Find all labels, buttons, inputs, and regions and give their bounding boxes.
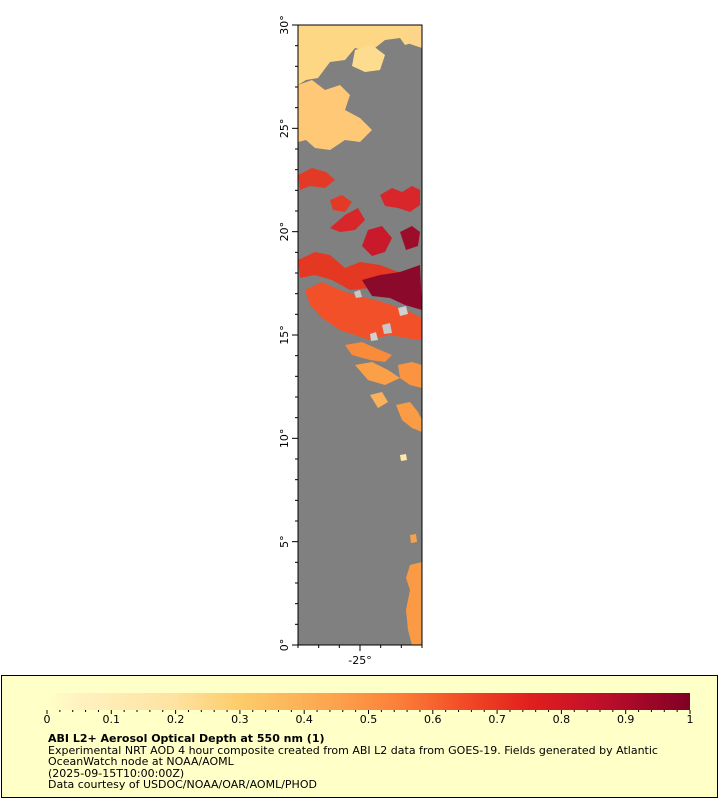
aod-patch-core-maroon [362, 265, 422, 310]
latitude-tick-label: 20° [278, 222, 291, 242]
aod-speck-yellow [400, 454, 407, 461]
legend-timestamp: (2025-09-15T10:00:00Z) [48, 766, 185, 780]
legend-credits: Data courtesy of USDOC/NOAA/OAR/AOML/PHO… [48, 778, 317, 791]
map-figure: 0° 5° 10° 15° 20° 25° 30° -25° [278, 15, 423, 667]
colorbar-gradient [47, 693, 690, 710]
colorbar-tick-label: 0.1 [102, 713, 121, 726]
latitude-tick-label: 25° [278, 119, 291, 139]
colorbar-tick-label: 0.9 [616, 713, 635, 726]
aod-patch-north-light [298, 25, 422, 85]
legend-text: ABI L2+ Aerosol Optical Depth at 550 nm … [48, 733, 658, 791]
aod-patch-orange-4 [370, 392, 388, 408]
colorbar-tick-label: 0.8 [552, 713, 571, 726]
aod-gap-1 [354, 290, 362, 298]
colorbar-tick-label: 0.2 [166, 713, 185, 726]
colorbar-tick-label: 0.7 [488, 713, 506, 726]
map-area: 0° 5° 10° 15° 20° 25° 30° -25° [278, 15, 423, 667]
colorbar-ticks [46, 710, 691, 714]
latitude-tick-label: 10° [278, 429, 291, 449]
colorbar-tick-label: 0.3 [231, 713, 249, 726]
legend-description-line-1: Experimental NRT AOD 4 hour composite cr… [48, 743, 658, 757]
latitude-tick-label: 15° [278, 325, 291, 345]
colorbar [46, 693, 691, 714]
colorbar-tick-label: 0.5 [359, 713, 378, 726]
latitude-tick-label: 5° [278, 535, 291, 548]
aod-patch-orange-3 [398, 362, 422, 388]
aod-gap-2 [382, 323, 392, 334]
aod-patch-north-light-2 [298, 80, 372, 150]
aod-field [298, 25, 422, 645]
longitude-axis: -25° [297, 645, 423, 667]
longitude-tick-label: -25° [348, 654, 371, 667]
aod-patch-red-2 [380, 186, 420, 212]
aod-patch-south-speck [410, 534, 417, 543]
aod-patch-red-4 [330, 208, 365, 232]
colorbar-tick-label: 0 [43, 713, 51, 726]
colorbar-tick-label: 0.4 [295, 713, 313, 726]
aod-patch-red-5 [362, 226, 392, 256]
aod-patch-red-1 [298, 168, 335, 190]
aod-patch-orange-5 [396, 402, 422, 432]
legend-title: ABI L2+ Aerosol Optical Depth at 550 nm … [48, 732, 325, 745]
aod-patch-red-3 [330, 195, 352, 212]
aod-patch-south-orange [406, 562, 422, 645]
aod-gap-3 [398, 306, 408, 316]
latitude-axis: 0° 5° 10° 15° 20° 25° 30° [278, 15, 298, 651]
latitude-tick-label: 0° [278, 639, 291, 652]
aod-patch-north-light-4 [405, 28, 422, 48]
legend-panel: 0 0.1 0.2 0.3 0.4 0.5 0.6 0.7 0.8 0.9 1 ABI L2+ Ae… [1, 675, 718, 798]
aod-patch-orange-1 [345, 342, 392, 362]
aod-patch-orange-red-mass [305, 282, 422, 340]
colorbar-tick-label: 1 [686, 713, 694, 726]
colorbar-tick-label: 0.6 [424, 713, 442, 726]
aod-patch-orange-2 [355, 362, 400, 385]
aod-gap-4 [370, 332, 378, 341]
aod-patch-red-6 [400, 226, 420, 250]
latitude-tick-label: 30° [278, 15, 291, 35]
legend-description-line-2: OceanWatch node at NOAA/AOML [48, 755, 234, 768]
aod-patch-north-light-3 [352, 45, 385, 72]
